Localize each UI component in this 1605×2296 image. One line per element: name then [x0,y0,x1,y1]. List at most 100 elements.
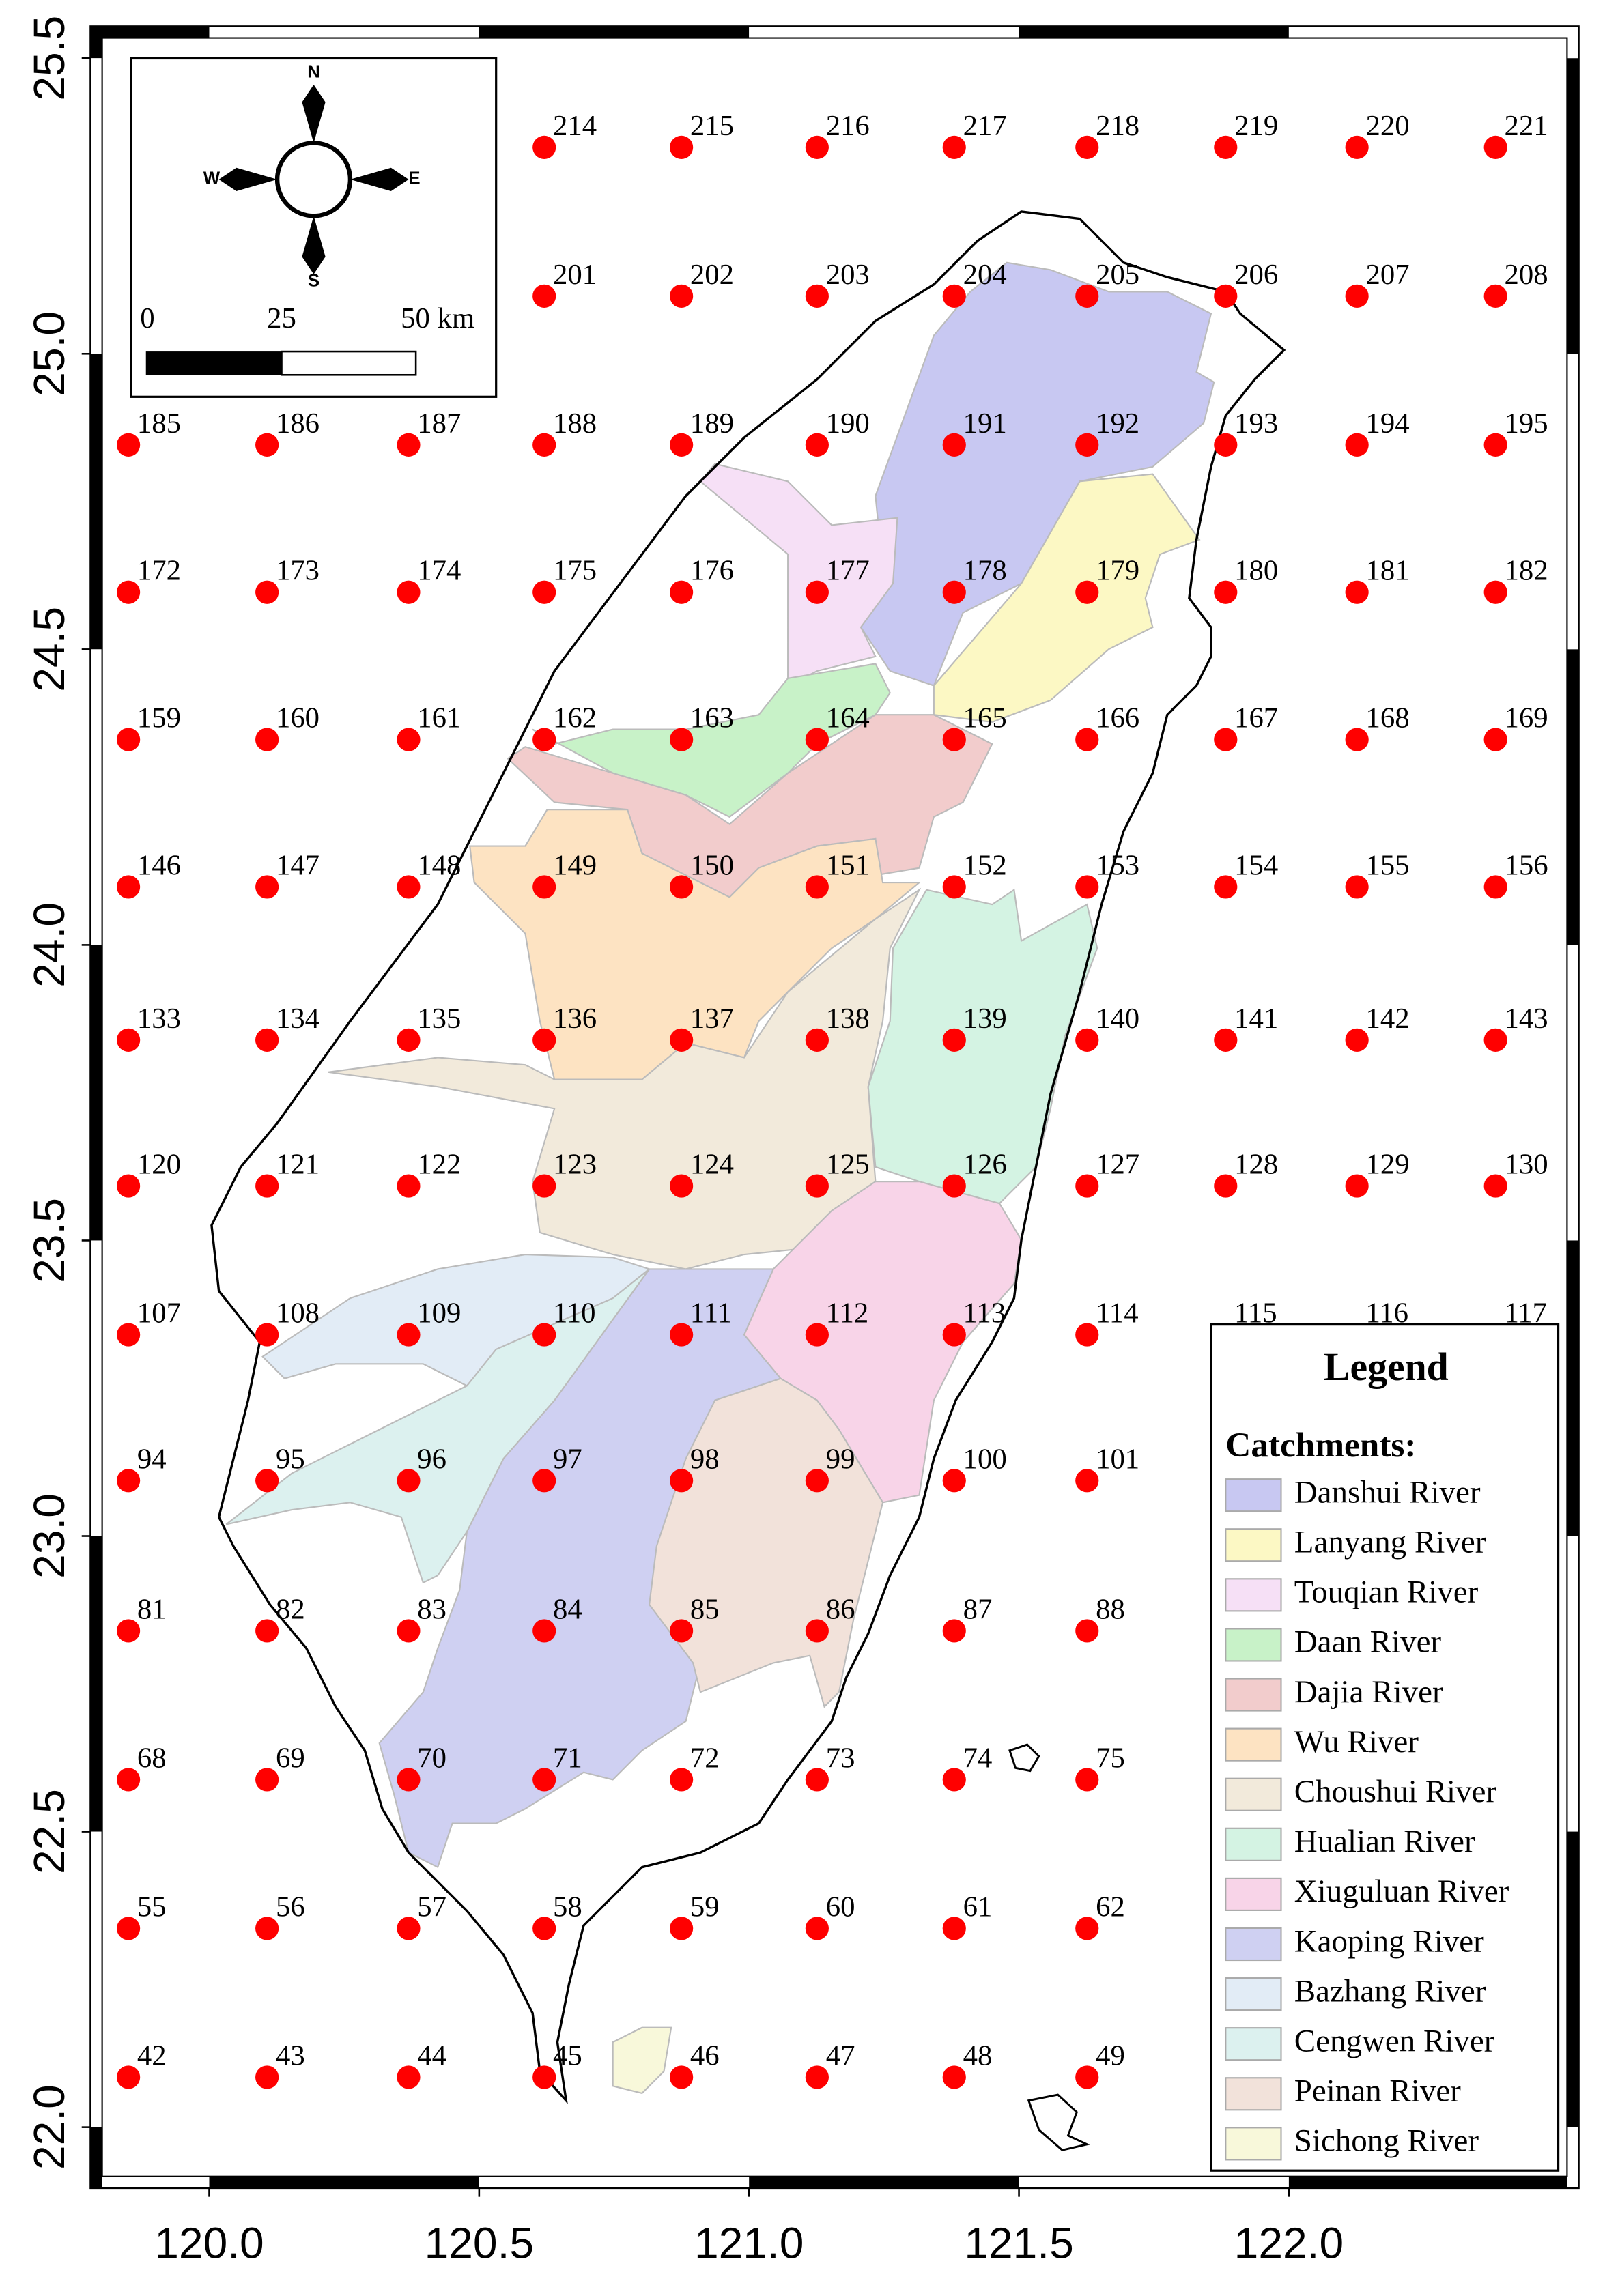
legend-label: Sichong River [1294,2123,1479,2159]
catchment [867,888,1098,1205]
grid-point-label: 122 [417,1149,461,1181]
grid-point-label: 94 [137,1443,167,1475]
grid-point [1345,284,1369,308]
grid-point-label: 161 [417,702,461,734]
grid-point [532,1619,556,1643]
grid-point [805,728,829,751]
grid-point [1483,284,1507,308]
grid-point [942,580,966,604]
border-segment [1567,1536,1579,1832]
grid-point-label: 173 [276,555,319,587]
grid-point [805,2065,829,2089]
grid-point-label: 109 [417,1297,461,1330]
grid-point [255,1619,279,1643]
legend-swatch [1225,1478,1282,1512]
grid-point-label: 97 [553,1443,582,1475]
grid-point-label: 181 [1365,555,1409,587]
grid-point [117,1619,141,1643]
grid-point-label: 221 [1505,110,1548,142]
grid-point [255,875,279,899]
grid-point-label: 84 [553,1593,582,1625]
grid-point-label: 71 [553,1742,582,1774]
catchment [699,463,898,687]
frame: 120.0 120.5 121.0 121.5 122.0 22.0 22.5 23.0 23.… [25,16,1580,2267]
grid-point [117,1323,141,1347]
grid-point-label: 59 [690,1891,720,1923]
grid-point-label: 108 [276,1297,319,1330]
grid-point-label: 129 [1365,1149,1409,1181]
y-tick-label: 24.5 [25,607,74,692]
grid-point-label: 45 [553,2039,582,2071]
grid-point-label: 206 [1234,259,1278,291]
legend-label: Touqian River [1294,1575,1479,1610]
grid-point [397,2065,421,2089]
grid-point [805,1323,829,1347]
grid-point-label: 42 [137,2039,167,2071]
grid-point [942,135,966,159]
grid-point-label: 176 [690,555,734,587]
catchment [860,261,1215,687]
grid-point-label: 169 [1505,702,1548,734]
grid-point-label: 204 [963,259,1007,291]
grid-point [1345,1174,1369,1198]
grid-point [1483,875,1507,899]
legend-title: Legend [1324,1346,1449,1389]
grid-point [1075,1174,1099,1198]
border-segment [749,2176,1019,2188]
compass-label: S [308,271,319,290]
grid-point [1483,580,1507,604]
grid-point [1345,433,1369,457]
border-segment [209,26,479,38]
grid-point-label: 195 [1505,407,1548,440]
border-segment [479,2176,750,2188]
grid-point [805,875,829,899]
grid-point [117,1469,141,1493]
grid-point-label: 46 [690,2039,720,2071]
grid-point-label: 112 [826,1297,869,1330]
grid-point-label: 142 [1365,1003,1409,1035]
y-tick-label: 25.0 [25,311,74,397]
grid-point-label: 107 [137,1297,181,1330]
grid-point-label: 194 [1365,407,1409,440]
catchment [532,663,891,818]
grid-point-label: 162 [553,702,597,734]
compass-label: N [307,63,320,82]
border-segment [1567,945,1579,1241]
grid-point-label: 215 [690,110,734,142]
grid-point [942,728,966,751]
y-tick-label: 24.0 [25,902,74,988]
grid-point-label: 168 [1365,702,1409,734]
grid-point [670,2065,694,2089]
grid-point-label: 189 [690,407,734,440]
grid-point-label: 154 [1234,849,1278,881]
grid-point [1345,875,1369,899]
grid-point-label: 86 [826,1593,855,1625]
grid-point [1075,1469,1099,1493]
grid-point-label: 141 [1234,1003,1278,1035]
grid-point [255,433,279,457]
grid-point-label: 111 [690,1297,732,1330]
grid-point-label: 75 [1096,1742,1125,1774]
grid-point-label: 148 [417,849,461,881]
grid-point-label: 201 [553,259,597,291]
border-segment [90,1831,102,2127]
grid-point-label: 138 [826,1003,870,1035]
border-segment [1567,1831,1579,2127]
legend: Legend Catchments: Danshui River Lanyang … [1210,1323,1560,2172]
inset: N S E W 0 25 50 km [130,57,498,398]
grid-point [1214,875,1238,899]
grid-point [117,1028,141,1052]
border-segment [1567,58,1579,354]
grid-point-label: 192 [1096,407,1139,440]
grid-point [532,1768,556,1792]
grid-point [1075,1917,1099,1940]
grid-point [1214,580,1238,604]
grid-point [670,1469,694,1493]
legend-subtitle: Catchments: [1225,1426,1416,1465]
grid-point-label: 99 [826,1443,855,1475]
grid-point [1214,135,1238,159]
legend-label: Hualian River [1294,1824,1475,1859]
legend-swatch [1225,2027,1282,2061]
grid-point-label: 101 [1096,1443,1139,1475]
legend-swatch [1225,1628,1282,1662]
